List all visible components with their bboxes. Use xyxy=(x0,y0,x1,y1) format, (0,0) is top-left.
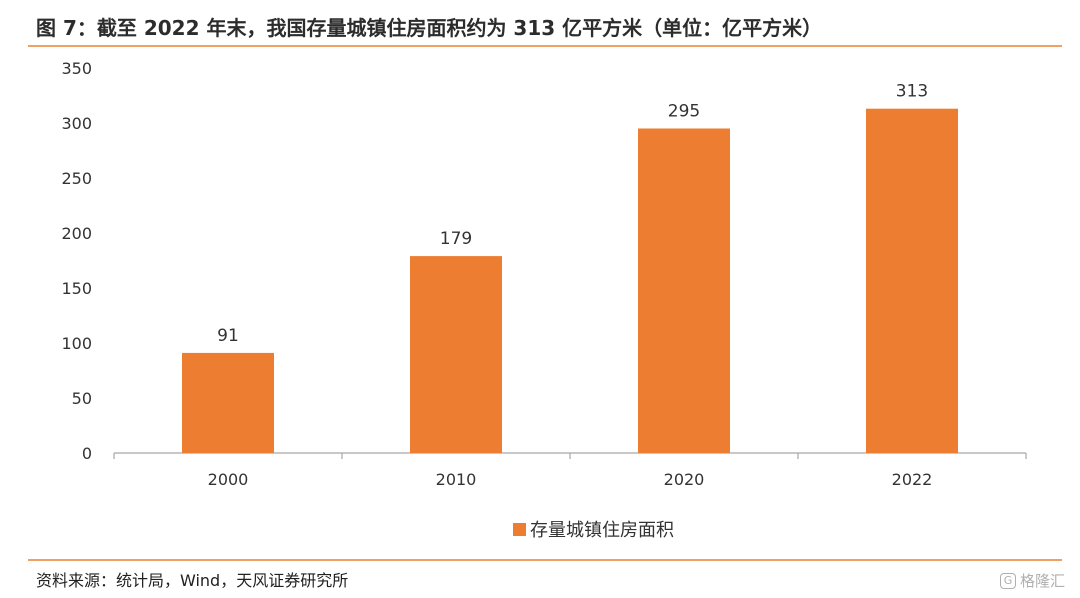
watermark-text: 格隆汇 xyxy=(1020,572,1066,590)
bar xyxy=(410,256,502,453)
watermark-logo-icon: G xyxy=(1000,572,1016,589)
bar xyxy=(638,128,730,453)
data-label: 179 xyxy=(440,229,472,249)
legend-swatch xyxy=(513,523,526,536)
data-label: 295 xyxy=(668,102,700,122)
x-tick-label: 2020 xyxy=(664,470,705,489)
data-label: 91 xyxy=(217,326,239,346)
y-tick-label: 250 xyxy=(61,169,92,188)
y-tick-label: 0 xyxy=(82,444,92,463)
x-tick-label: 2022 xyxy=(892,470,933,489)
y-tick-label: 100 xyxy=(61,334,92,353)
legend-label: 存量城镇住房面积 xyxy=(530,520,674,541)
y-tick-label: 50 xyxy=(72,389,92,408)
x-tick-label: 2010 xyxy=(436,470,477,489)
title-divider xyxy=(28,45,1062,47)
bar xyxy=(182,352,274,453)
data-label: 313 xyxy=(896,82,928,102)
y-tick-label: 200 xyxy=(61,224,92,243)
source-divider xyxy=(28,559,1062,561)
bar xyxy=(866,108,958,453)
y-tick-label: 150 xyxy=(61,279,92,298)
source-note: 资料来源：统计局，Wind，天风证券研究所 xyxy=(36,571,349,590)
y-tick-label: 350 xyxy=(61,59,92,78)
page-title: 图 7：截至 2022 年末，我国存量城镇住房面积约为 313 亿平方米（单位：… xyxy=(36,16,823,40)
x-tick-label: 2000 xyxy=(208,470,249,489)
y-tick-label: 300 xyxy=(61,114,92,133)
watermark: G 格隆汇 xyxy=(1000,570,1065,591)
